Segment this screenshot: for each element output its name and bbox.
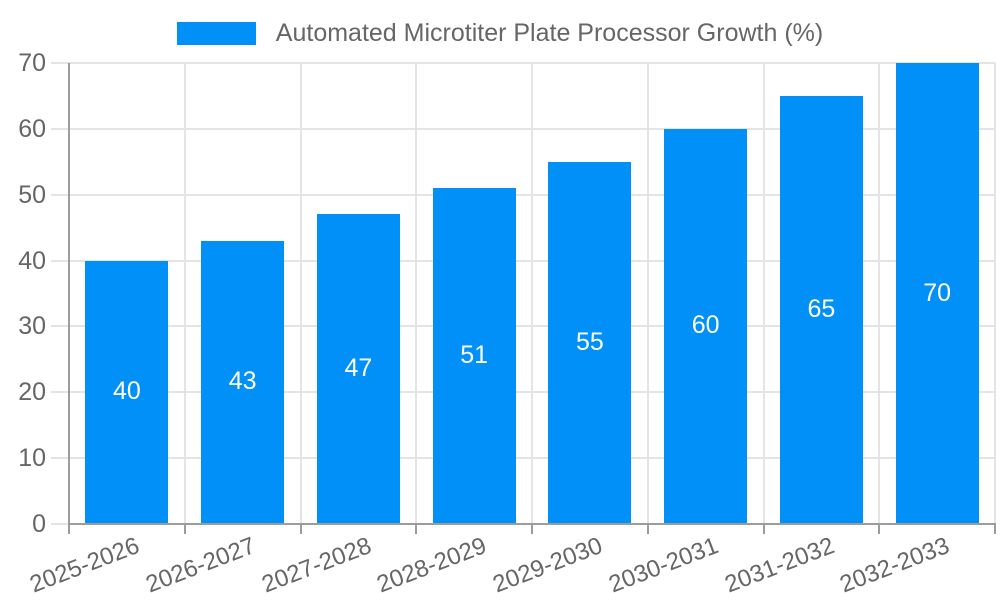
y-axis-line [68, 63, 70, 525]
bar-value-label: 51 [460, 341, 489, 370]
y-axis-tick-mark [51, 523, 69, 525]
bar-value-label: 55 [575, 327, 604, 356]
legend-label: Automated Microtiter Plate Processor Gro… [275, 18, 824, 47]
x-axis-tick-mark [299, 525, 302, 534]
x-axis-tick-mark [878, 525, 881, 534]
x-axis-tick-mark [646, 525, 649, 534]
y-axis-tick-mark [51, 193, 69, 196]
x-axis-tick-mark [994, 525, 996, 534]
y-axis-tick-mark [51, 127, 69, 130]
x-axis-label: 2032-2033 [836, 532, 954, 599]
y-axis-label: 40 [18, 246, 46, 275]
x-axis-tick-mark [68, 525, 70, 534]
y-axis-label: 30 [18, 312, 46, 341]
x-gridline [994, 63, 996, 524]
bar-value-label: 40 [112, 377, 141, 406]
bar-value-label: 65 [807, 294, 836, 323]
x-axis-label: 2030-2031 [605, 532, 722, 599]
y-axis-label: 70 [18, 49, 46, 77]
bar-value-label: 43 [228, 367, 257, 396]
bar: 43 [201, 240, 285, 523]
x-axis-line [68, 523, 996, 525]
bar: 51 [432, 188, 516, 523]
bar-value-label: 60 [691, 311, 720, 340]
x-gridline [299, 63, 302, 524]
x-gridline [646, 63, 649, 524]
x-gridline [531, 63, 533, 524]
x-axis-label: 2027-2028 [257, 532, 375, 599]
bar: 40 [85, 260, 169, 523]
x-axis-tick-mark [183, 525, 186, 534]
y-axis-label: 50 [18, 180, 46, 209]
y-axis-label: 60 [18, 114, 46, 143]
bar: 47 [316, 214, 400, 523]
y-axis-tick-mark [51, 62, 69, 64]
legend-swatch-icon [176, 21, 256, 45]
bar-value-label: 47 [344, 354, 373, 383]
bar-value-label: 70 [923, 278, 952, 307]
y-axis-label: 0 [32, 510, 46, 538]
x-axis-label: 2031-2032 [720, 532, 838, 599]
x-gridline [878, 63, 881, 524]
x-gridline [415, 63, 418, 524]
x-axis-tick-mark [415, 525, 418, 534]
x-axis-label: 2029-2030 [489, 532, 607, 599]
x-axis-label: 2028-2029 [373, 532, 491, 599]
y-axis-tick-mark [51, 457, 69, 460]
x-axis-label: 2025-2026 [26, 532, 144, 599]
bar: 65 [779, 95, 863, 523]
y-axis-tick-mark [51, 259, 69, 262]
x-axis-tick-mark [531, 525, 533, 534]
bar: 60 [664, 128, 748, 523]
y-axis-tick-mark [51, 391, 69, 394]
bar: 55 [548, 161, 632, 523]
bar: 70 [895, 63, 979, 523]
x-axis-tick-mark [762, 525, 765, 534]
chart-legend[interactable]: Automated Microtiter Plate Processor Gro… [0, 14, 1000, 52]
y-axis-label: 20 [18, 378, 46, 407]
x-gridline [183, 63, 186, 524]
x-axis-label: 2026-2027 [142, 532, 259, 599]
y-axis-label: 10 [18, 444, 46, 473]
y-axis-tick-mark [51, 325, 69, 328]
x-gridline [762, 63, 765, 524]
